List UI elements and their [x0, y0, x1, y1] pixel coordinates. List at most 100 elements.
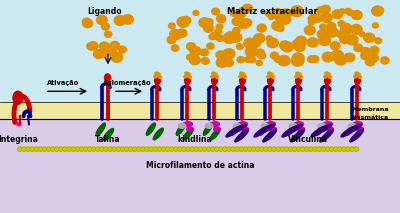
Ellipse shape	[212, 77, 217, 84]
Ellipse shape	[239, 75, 242, 78]
Ellipse shape	[216, 15, 226, 22]
Ellipse shape	[274, 56, 282, 62]
Ellipse shape	[202, 147, 207, 151]
Ellipse shape	[354, 75, 357, 78]
Ellipse shape	[100, 147, 104, 151]
Ellipse shape	[216, 24, 223, 30]
Ellipse shape	[96, 123, 106, 136]
Ellipse shape	[100, 49, 110, 57]
Ellipse shape	[358, 76, 362, 78]
Ellipse shape	[205, 123, 213, 128]
Ellipse shape	[214, 127, 220, 131]
Ellipse shape	[254, 126, 269, 137]
Ellipse shape	[240, 72, 243, 75]
Ellipse shape	[353, 128, 363, 140]
Ellipse shape	[318, 123, 326, 128]
Ellipse shape	[321, 14, 328, 19]
Ellipse shape	[242, 19, 252, 27]
Ellipse shape	[233, 123, 241, 128]
Ellipse shape	[270, 52, 278, 59]
Ellipse shape	[288, 147, 293, 151]
Ellipse shape	[329, 147, 334, 151]
Ellipse shape	[327, 127, 333, 131]
Ellipse shape	[268, 77, 273, 84]
Ellipse shape	[199, 18, 210, 27]
Ellipse shape	[157, 73, 160, 75]
Ellipse shape	[167, 36, 176, 44]
Ellipse shape	[214, 73, 217, 75]
Ellipse shape	[287, 42, 293, 47]
Ellipse shape	[256, 60, 262, 66]
Ellipse shape	[213, 74, 216, 77]
Ellipse shape	[255, 147, 260, 151]
Ellipse shape	[124, 147, 129, 151]
Ellipse shape	[170, 30, 180, 39]
Ellipse shape	[82, 18, 91, 25]
Ellipse shape	[178, 123, 186, 128]
Ellipse shape	[282, 43, 293, 52]
Ellipse shape	[236, 44, 243, 49]
Ellipse shape	[337, 147, 342, 151]
Ellipse shape	[232, 17, 242, 26]
Ellipse shape	[346, 35, 358, 45]
Ellipse shape	[313, 147, 318, 151]
Ellipse shape	[178, 147, 182, 151]
Ellipse shape	[265, 11, 271, 16]
Ellipse shape	[190, 46, 201, 56]
Ellipse shape	[186, 147, 190, 151]
Ellipse shape	[320, 24, 326, 30]
Ellipse shape	[317, 147, 322, 151]
Ellipse shape	[330, 42, 340, 50]
Ellipse shape	[244, 57, 251, 62]
Ellipse shape	[104, 46, 116, 56]
Ellipse shape	[308, 14, 318, 23]
Ellipse shape	[185, 72, 188, 75]
Ellipse shape	[324, 77, 330, 84]
Ellipse shape	[268, 147, 272, 151]
Ellipse shape	[350, 147, 354, 151]
Text: Membrana: Membrana	[351, 107, 389, 112]
Ellipse shape	[58, 147, 64, 151]
Ellipse shape	[357, 127, 363, 131]
Ellipse shape	[225, 35, 233, 42]
Ellipse shape	[341, 126, 356, 137]
Ellipse shape	[331, 50, 344, 61]
Ellipse shape	[216, 35, 224, 41]
Ellipse shape	[207, 43, 214, 49]
Ellipse shape	[267, 75, 270, 78]
Ellipse shape	[230, 125, 246, 134]
Ellipse shape	[193, 10, 199, 15]
Ellipse shape	[177, 29, 187, 37]
Ellipse shape	[96, 147, 100, 151]
Ellipse shape	[88, 42, 98, 50]
Ellipse shape	[316, 123, 326, 135]
Ellipse shape	[183, 128, 193, 140]
Ellipse shape	[361, 47, 370, 55]
Ellipse shape	[292, 147, 297, 151]
Ellipse shape	[275, 14, 282, 20]
Ellipse shape	[46, 147, 51, 151]
Text: Microfilamento de actina: Microfilamento de actina	[146, 161, 254, 170]
Ellipse shape	[186, 74, 189, 77]
Bar	[0, 102, 400, 119]
Ellipse shape	[224, 32, 237, 42]
Ellipse shape	[156, 74, 159, 77]
Ellipse shape	[268, 14, 275, 19]
Ellipse shape	[204, 19, 213, 26]
Ellipse shape	[272, 21, 283, 30]
Ellipse shape	[315, 125, 331, 134]
Ellipse shape	[17, 123, 21, 126]
Ellipse shape	[248, 56, 256, 63]
Ellipse shape	[136, 147, 141, 151]
Ellipse shape	[295, 43, 305, 52]
Ellipse shape	[254, 34, 265, 43]
Ellipse shape	[321, 5, 330, 13]
Ellipse shape	[372, 6, 383, 16]
Ellipse shape	[118, 46, 126, 53]
Ellipse shape	[299, 76, 302, 78]
Ellipse shape	[263, 130, 276, 142]
Ellipse shape	[260, 147, 264, 151]
Ellipse shape	[108, 147, 113, 151]
Ellipse shape	[278, 55, 290, 66]
Ellipse shape	[190, 56, 200, 65]
